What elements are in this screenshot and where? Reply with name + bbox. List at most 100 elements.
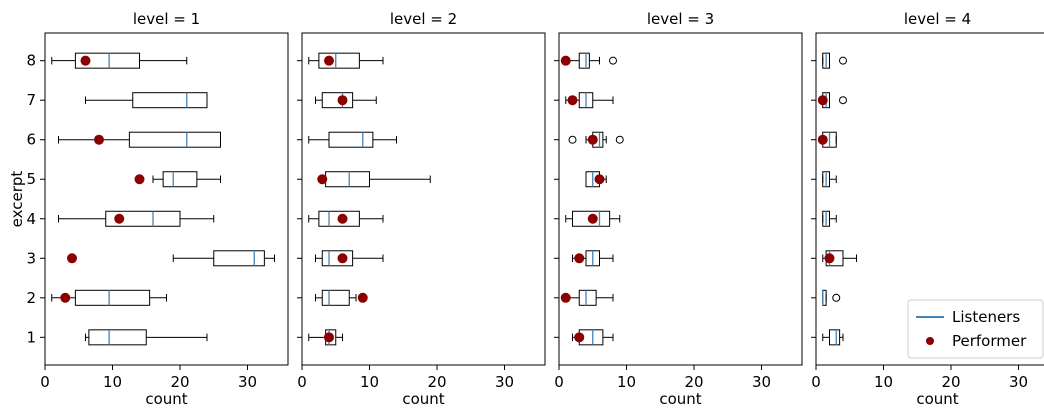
boxplot-excerpt-1 bbox=[308, 329, 343, 346]
boxplot-excerpt-2 bbox=[822, 289, 841, 306]
legend-swatch-performer bbox=[926, 337, 934, 345]
performer-point bbox=[587, 213, 598, 224]
boxplot-excerpt-5 bbox=[317, 171, 431, 188]
boxplot-excerpt-5 bbox=[822, 171, 837, 188]
boxplot-excerpt-4 bbox=[822, 210, 837, 227]
y-tick-label: 1 bbox=[26, 328, 36, 346]
boxplot-excerpt-2 bbox=[315, 289, 368, 306]
facet-panel-1: level = 1 0 10 20 30 count 1 2 3 4 5 6 7 8 bbox=[26, 10, 289, 408]
y-tick-label: 3 bbox=[26, 249, 36, 267]
performer-point bbox=[574, 253, 585, 264]
iqr-box bbox=[105, 210, 181, 227]
iqr-box bbox=[318, 52, 360, 69]
iqr-box bbox=[321, 92, 354, 109]
panel-frame bbox=[815, 32, 1044, 366]
performer-point bbox=[560, 292, 571, 303]
boxplot-excerpt-4 bbox=[565, 210, 621, 227]
legend: Listeners Performer bbox=[907, 299, 1044, 359]
boxplot-excerpt-1 bbox=[822, 329, 844, 346]
performer-point bbox=[60, 292, 71, 303]
y-tick-label: 7 bbox=[26, 91, 36, 109]
x-tick-label: 20 bbox=[684, 373, 703, 391]
panel-title: level = 1 bbox=[133, 10, 200, 28]
iqr-box bbox=[213, 250, 265, 267]
boxplot-excerpt-5 bbox=[585, 171, 607, 188]
iqr-box bbox=[325, 171, 370, 188]
performer-point bbox=[324, 332, 334, 343]
flier-point bbox=[609, 56, 617, 65]
performer-point bbox=[337, 213, 348, 224]
performer-point bbox=[67, 253, 77, 264]
performer-point bbox=[817, 95, 828, 106]
x-tick-label: 30 bbox=[752, 373, 771, 391]
x-tick-label: 30 bbox=[495, 373, 514, 391]
x-tick-label: 30 bbox=[238, 373, 257, 391]
panel-frame bbox=[44, 32, 289, 366]
y-tick-label: 6 bbox=[26, 131, 36, 149]
performer-point bbox=[94, 134, 104, 145]
boxplot-excerpt-5 bbox=[134, 171, 221, 188]
boxplot-excerpt-3 bbox=[67, 250, 275, 267]
iqr-box bbox=[321, 289, 350, 306]
boxplot-excerpt-4 bbox=[58, 210, 215, 227]
x-tick-label: 10 bbox=[103, 373, 122, 391]
performer-point bbox=[567, 95, 578, 106]
x-tick-label: 10 bbox=[360, 373, 379, 391]
iqr-box bbox=[578, 52, 590, 69]
x-axis-label: count bbox=[145, 390, 187, 407]
x-tick-label: 20 bbox=[941, 373, 960, 391]
iqr-box bbox=[328, 131, 374, 148]
x-tick-label: 20 bbox=[427, 373, 446, 391]
iqr-box bbox=[74, 289, 151, 306]
boxplot-excerpt-6 bbox=[568, 131, 624, 148]
performer-point bbox=[134, 174, 145, 185]
legend-label: Performer bbox=[952, 332, 1027, 350]
boxplot-excerpt-6 bbox=[308, 131, 397, 148]
boxplot-excerpt-4 bbox=[308, 210, 384, 227]
x-axis-label: count bbox=[659, 390, 701, 407]
x-axis-label: count bbox=[402, 390, 444, 407]
performer-point bbox=[324, 55, 334, 66]
facet-panel-4: level = 4 0 10 20 30 count bbox=[811, 10, 1044, 408]
x-tick-label: 30 bbox=[1009, 373, 1028, 391]
boxplot-excerpt-8 bbox=[822, 52, 847, 69]
y-tick-label: 8 bbox=[26, 52, 36, 70]
boxplot-excerpt-6 bbox=[817, 131, 837, 148]
performer-point bbox=[587, 134, 598, 145]
iqr-box bbox=[162, 171, 198, 188]
performer-point bbox=[594, 174, 605, 185]
performer-point bbox=[337, 95, 348, 106]
facet-panel-2: level = 2 0 10 20 30 count bbox=[297, 10, 546, 408]
panel-title: level = 4 bbox=[904, 10, 971, 28]
flier-point bbox=[839, 96, 847, 105]
performer-point bbox=[317, 174, 328, 185]
boxplot-excerpt-7 bbox=[315, 92, 377, 109]
iqr-box bbox=[578, 289, 597, 306]
performer-point bbox=[337, 253, 348, 264]
boxplot-excerpt-8 bbox=[308, 52, 384, 69]
iqr-box bbox=[318, 210, 360, 227]
x-tick-label: 0 bbox=[40, 373, 50, 391]
performer-point bbox=[824, 253, 835, 264]
boxplot-excerpt-8 bbox=[51, 52, 188, 69]
boxplot-excerpt-3 bbox=[572, 250, 614, 267]
boxplot-excerpt-1 bbox=[85, 329, 208, 346]
boxplot-excerpt-3 bbox=[315, 250, 384, 267]
boxplot-excerpt-6 bbox=[58, 131, 221, 148]
iqr-box bbox=[128, 131, 221, 148]
y-tick-label: 2 bbox=[26, 289, 36, 307]
boxplot-excerpt-8 bbox=[560, 52, 617, 69]
flier-point bbox=[615, 135, 624, 144]
performer-point bbox=[574, 332, 585, 343]
y-axis-label: excerpt bbox=[8, 171, 26, 228]
legend-label: Listeners bbox=[952, 308, 1020, 326]
facet-panel-3: level = 3 0 10 20 30 count bbox=[554, 10, 803, 408]
panel-frame bbox=[558, 32, 803, 366]
boxplot-excerpt-7 bbox=[565, 92, 614, 109]
performer-point bbox=[817, 134, 828, 145]
iqr-box bbox=[572, 210, 611, 227]
y-tick-label: 4 bbox=[26, 210, 36, 228]
boxplot-excerpt-2 bbox=[51, 289, 167, 306]
